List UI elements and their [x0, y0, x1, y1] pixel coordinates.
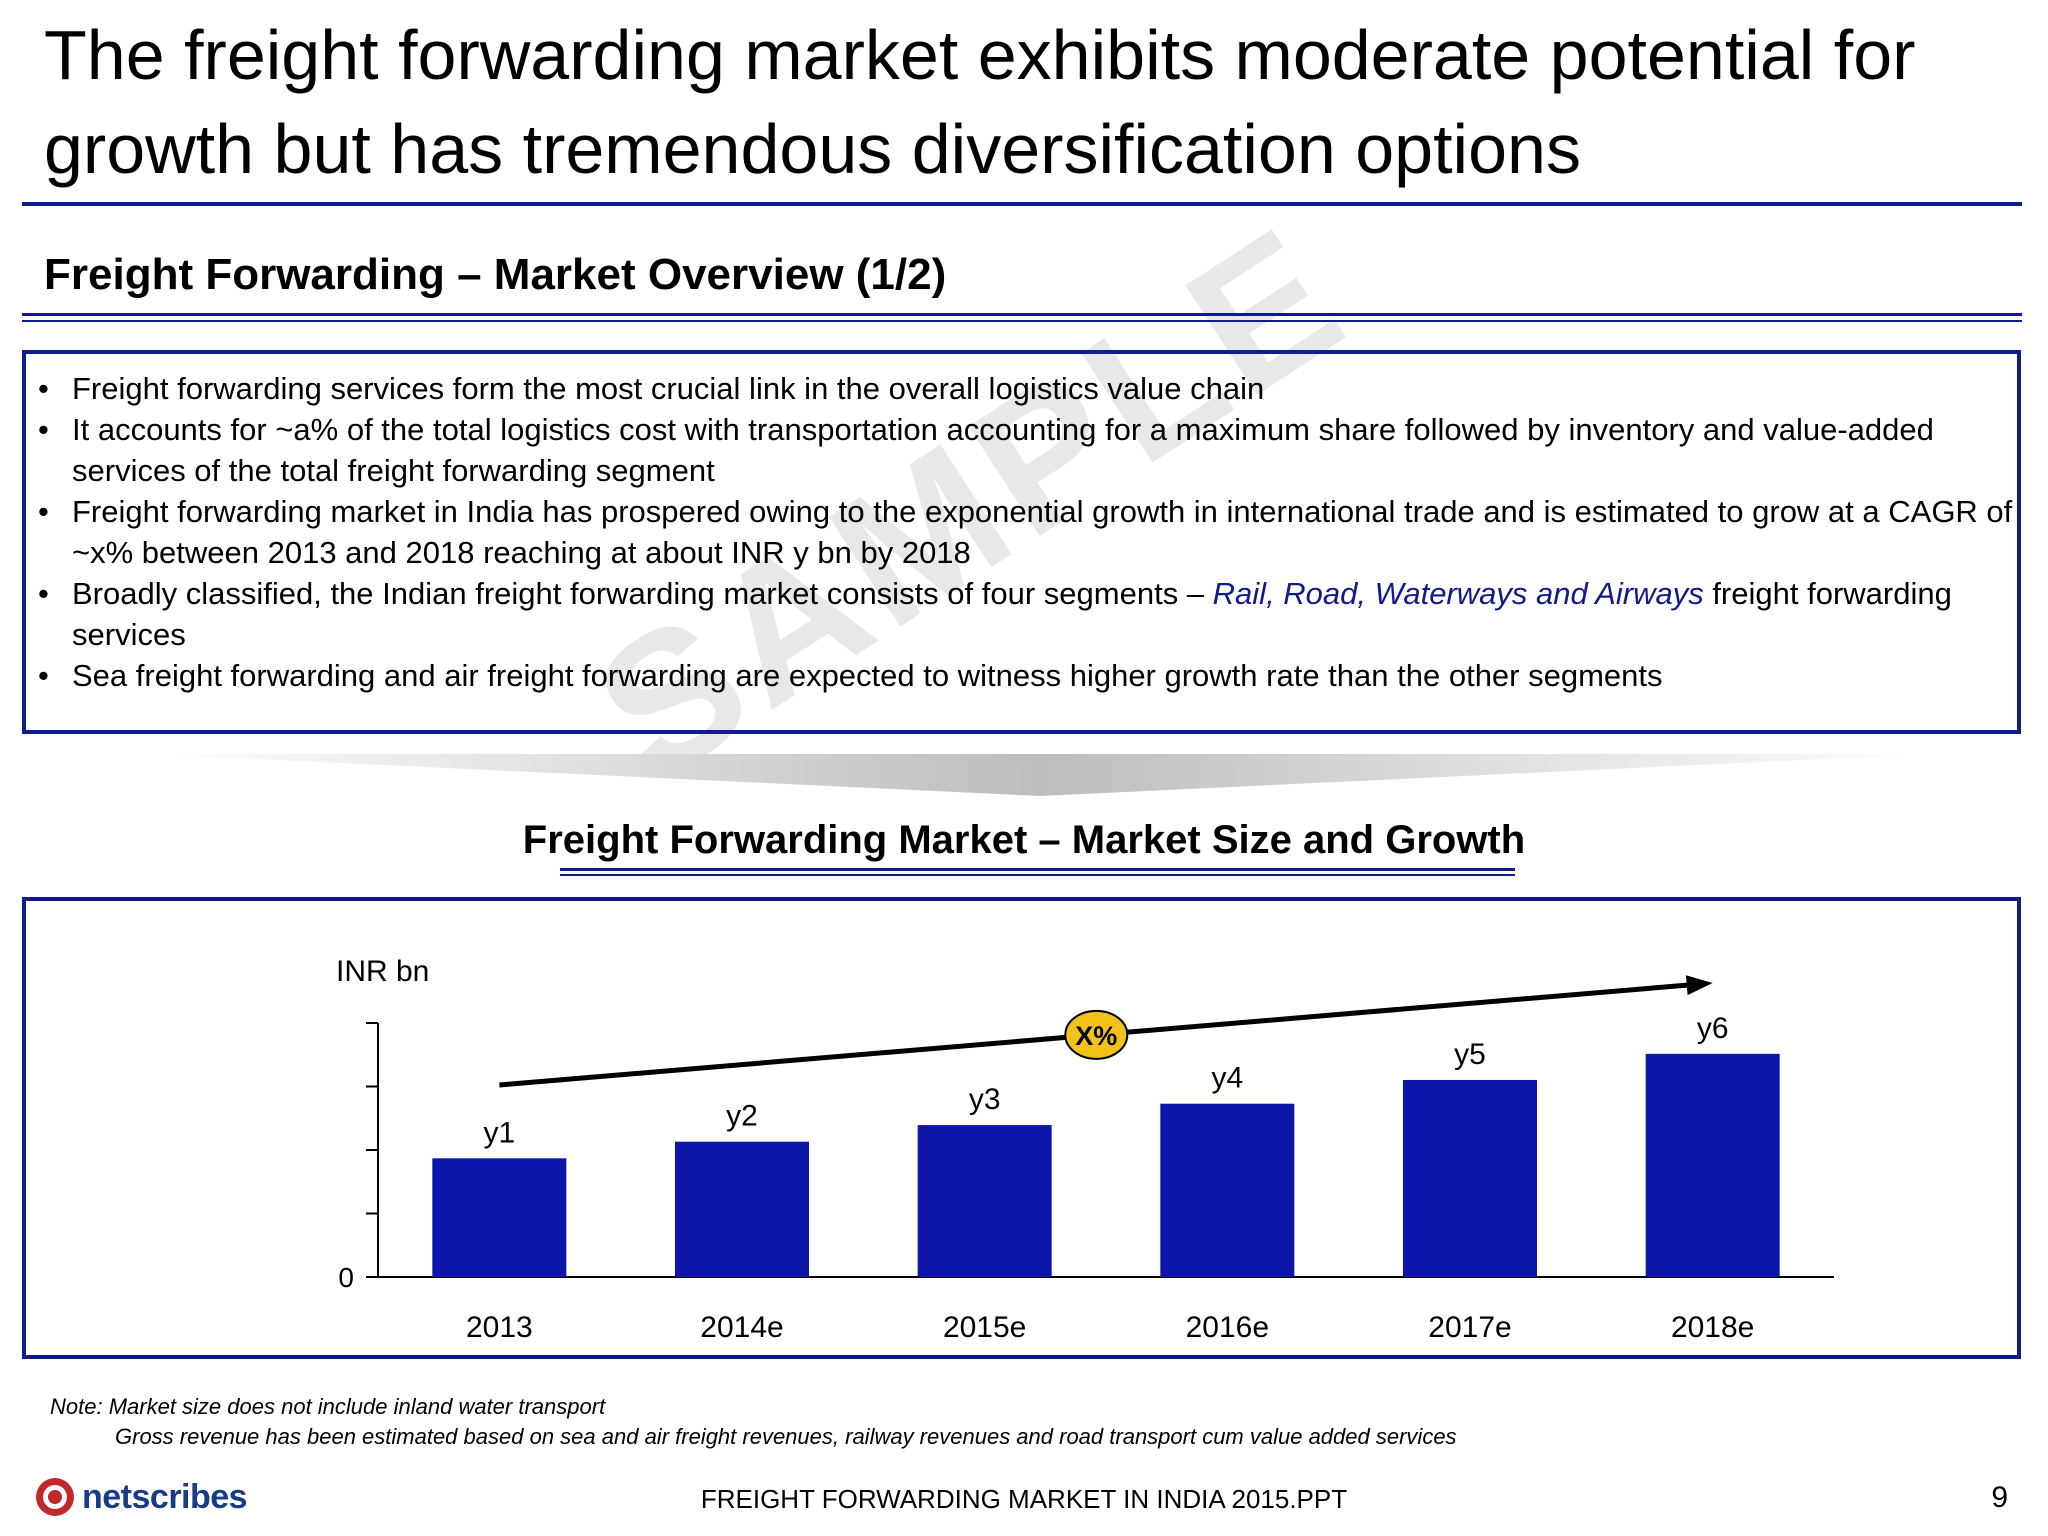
- y-axis-label: INR bn: [336, 955, 429, 988]
- chart-box: 0 INR bn y1 2013 y2 2014e y3 2015e y4 2016e y5 2017…: [22, 897, 2021, 1359]
- bullet-text: It accounts for ~a% of the total logisti…: [72, 412, 1934, 488]
- segments-highlight: Rail, Road, Waterways and Airways: [1212, 576, 1704, 611]
- overview-bullet-list: Freight forwarding services form the mos…: [26, 368, 2016, 696]
- bullet-item: Freight forwarding market in India has p…: [26, 491, 2016, 573]
- bar-chart: 0 INR bn y1 2013 y2 2014e y3 2015e y4 2016e y5 2017…: [336, 955, 1834, 1344]
- chart-title: Freight Forwarding Market – Market Size …: [522, 818, 1526, 862]
- netscribes-logo-icon: [36, 1478, 74, 1516]
- note-line-2: Gross revenue has been estimated based o…: [115, 1424, 1457, 1449]
- bullet-item: Sea freight forwarding and air freight f…: [26, 655, 2016, 696]
- section-divider-top: [22, 313, 2022, 316]
- bullet-text-before: Broadly classified, the Indian freight f…: [72, 576, 1213, 611]
- data-label: y1: [483, 1116, 515, 1149]
- overview-box: Freight forwarding services form the mos…: [22, 350, 2021, 734]
- bar-2013: [432, 1158, 567, 1277]
- slide-title: The freight forwarding market exhibits m…: [44, 16, 1916, 188]
- category-label: 2014e: [700, 1311, 783, 1344]
- data-label: y3: [969, 1083, 1001, 1116]
- bar-2014e: [675, 1141, 809, 1277]
- category-label: 2015e: [943, 1311, 1026, 1344]
- category-label: 2018e: [1671, 1311, 1754, 1344]
- netscribes-logo: netscribes: [34, 1472, 248, 1522]
- cagr-label: X%: [1075, 1021, 1117, 1051]
- bar-2018e: [1645, 1053, 1780, 1277]
- chart-title-underline-top: [560, 868, 1515, 871]
- category-label: 2016e: [1186, 1311, 1269, 1344]
- note-line-1: Note: Market size does not include inlan…: [50, 1394, 606, 1419]
- category-label: 2013: [466, 1311, 533, 1344]
- bar-2015e: [917, 1125, 1052, 1277]
- y-tick-label: 0: [338, 1262, 354, 1293]
- bullet-item: It accounts for ~a% of the total logisti…: [26, 409, 2016, 491]
- bullet-item: Freight forwarding services form the mos…: [26, 368, 2016, 409]
- data-label: y5: [1454, 1038, 1486, 1071]
- data-label: y4: [1211, 1062, 1243, 1095]
- section-divider-bottom: [22, 320, 2022, 322]
- cagr-badge: [1064, 1009, 1129, 1060]
- footer-title: FREIGHT FORWARDING MARKET IN INDIA 2015.…: [700, 1484, 1348, 1514]
- bullet-text: Freight forwarding services form the mos…: [72, 371, 1265, 406]
- bullet-text-after: freight forwarding services: [72, 576, 1952, 652]
- bullet-text: Sea freight forwarding and air freight f…: [72, 658, 1663, 693]
- page-number: 9: [1991, 1481, 2008, 1514]
- bullet-item: Broadly classified, the Indian freight f…: [26, 573, 2016, 655]
- data-label: y2: [726, 1100, 758, 1133]
- data-label: y6: [1697, 1012, 1729, 1045]
- growth-arrow-icon: [1685, 975, 1713, 996]
- bar-2017e: [1403, 1079, 1537, 1277]
- section-title: Freight Forwarding – Market Overview (1/…: [44, 250, 947, 299]
- category-label: 2017e: [1428, 1311, 1511, 1344]
- chart-title-underline-bottom: [560, 874, 1515, 876]
- logo-wordmark: netscribes: [82, 1477, 248, 1516]
- title-divider: [22, 202, 2022, 206]
- bar-2016e: [1160, 1103, 1295, 1277]
- chevron-divider: [150, 754, 1930, 796]
- bullet-text: Freight forwarding market in India has p…: [72, 494, 2013, 570]
